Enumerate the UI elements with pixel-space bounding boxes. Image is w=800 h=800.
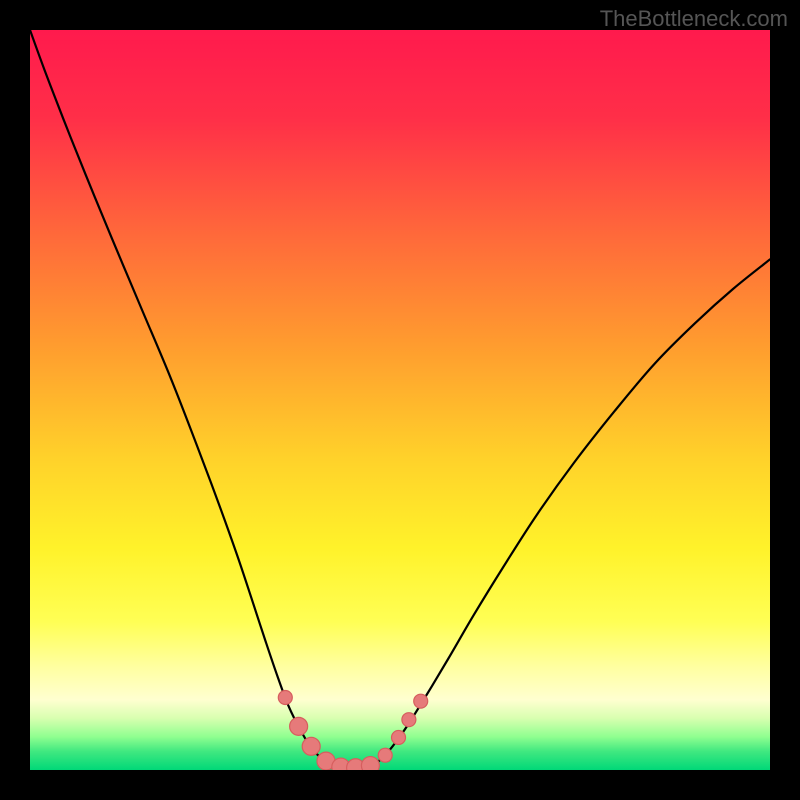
marker-point xyxy=(402,713,416,727)
marker-point xyxy=(361,757,379,770)
marker-point xyxy=(392,730,406,744)
watermark-text: TheBottleneck.com xyxy=(600,6,788,32)
marker-point xyxy=(290,717,308,735)
chart-background xyxy=(30,30,770,770)
chart-svg xyxy=(30,30,770,770)
chart-plot-area xyxy=(30,30,770,770)
marker-point xyxy=(278,690,292,704)
marker-point xyxy=(414,694,428,708)
marker-point xyxy=(378,748,392,762)
marker-point xyxy=(302,737,320,755)
chart-frame: TheBottleneck.com xyxy=(0,0,800,800)
